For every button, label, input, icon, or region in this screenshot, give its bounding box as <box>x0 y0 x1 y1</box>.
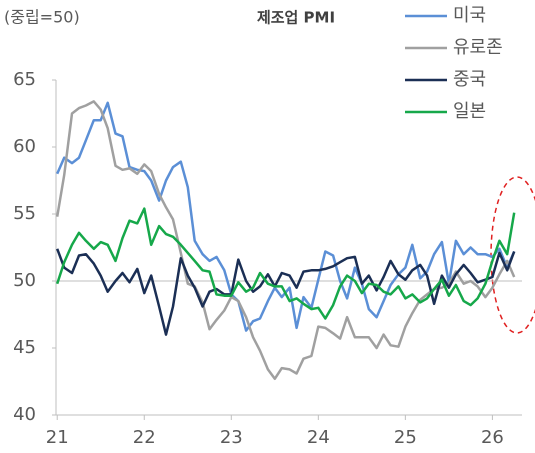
y-tick-label: 65 <box>13 69 36 90</box>
highlight-ellipse <box>490 176 535 334</box>
x-tick-label: 21 <box>46 427 69 448</box>
x-tick-label: 22 <box>133 427 156 448</box>
x-tick-label: 24 <box>307 427 330 448</box>
line-series <box>56 248 516 336</box>
y-tick-label: 55 <box>13 203 36 224</box>
x-tick-label: 26 <box>481 427 504 448</box>
legend-label: 유로존 <box>453 37 503 58</box>
legend-label: 중국 <box>453 69 486 90</box>
legend-label: 미국 <box>453 5 486 26</box>
y-tick-label: 50 <box>13 270 36 291</box>
x-tick-label: 23 <box>220 427 243 448</box>
line-series <box>56 207 516 320</box>
unit-label: (중립=50) <box>4 8 80 27</box>
x-tick-label: 25 <box>394 427 417 448</box>
y-tick-label: 45 <box>13 337 36 358</box>
y-tick-label: 60 <box>13 136 36 157</box>
line-series <box>56 101 516 332</box>
y-tick-label: 40 <box>13 404 36 425</box>
chart-title: 제조업 PMI <box>257 9 335 27</box>
legend-label: 일본 <box>453 101 486 122</box>
line-series <box>55 100 516 381</box>
